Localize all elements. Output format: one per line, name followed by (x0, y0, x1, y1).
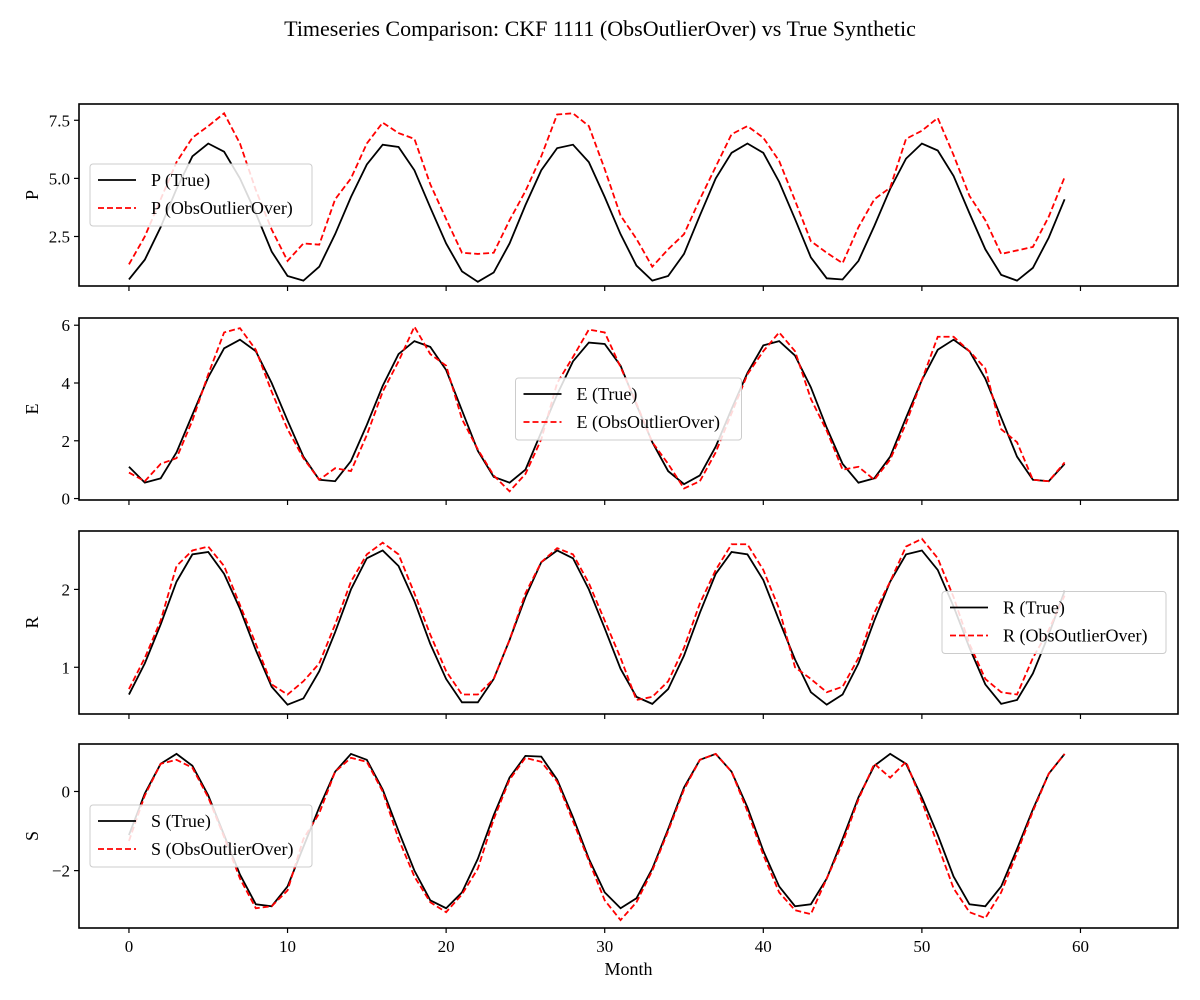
y-axis-label: P (22, 190, 42, 200)
y-tick-label: 4 (62, 374, 71, 393)
y-axis-label: R (22, 616, 42, 628)
x-tick-label: 0 (125, 937, 134, 956)
legend: R (True) R (ObsOutlierOver) (942, 592, 1166, 654)
y-axis-label: E (22, 404, 42, 415)
y-tick-label: 2 (62, 432, 71, 451)
y-axis-label: S (22, 831, 42, 841)
y-tick-label: 7.5 (49, 111, 70, 130)
legend: P (True) P (ObsOutlierOver) (90, 164, 312, 226)
legend-label: E (ObsOutlierOver) (577, 412, 720, 433)
legend-label: P (True) (151, 170, 210, 191)
y-tick-label: 1 (62, 658, 71, 677)
x-tick-label: 50 (913, 937, 930, 956)
legend-label: S (ObsOutlierOver) (151, 839, 293, 860)
panel-E: 0 2 4 6 E E (True) E (ObsOutlierOver) (22, 316, 1178, 508)
legend-label: P (ObsOutlierOver) (151, 198, 293, 219)
legend: E (True) E (ObsOutlierOver) (516, 378, 742, 440)
y-tick-label: 0 (62, 490, 71, 509)
legend-label: S (True) (151, 811, 211, 832)
y-tick-label: 2 (62, 580, 71, 599)
panel-R: 1 2 R R (True) R (ObsOutlierOver) (22, 531, 1178, 719)
x-tick-label: 10 (279, 937, 296, 956)
legend-label: R (True) (1003, 598, 1065, 619)
panel-P: 2.5 5.0 7.5 P P (True) P (ObsOutlierOver) (22, 104, 1178, 291)
panel-S: −2 0 0 10 20 30 40 50 60 S S (True) S (ObsOutlierOv… (22, 744, 1178, 956)
y-tick-label: 0 (62, 782, 71, 801)
x-tick-label: 40 (755, 937, 772, 956)
y-tick-label: 2.5 (49, 227, 70, 246)
y-tick-label: 5.0 (49, 169, 70, 188)
legend: S (True) S (ObsOutlierOver) (90, 805, 312, 867)
series-line-true-R (129, 550, 1065, 704)
y-tick-label: 6 (62, 316, 71, 335)
y-tick-label: −2 (52, 862, 70, 881)
x-tick-label: 30 (596, 937, 613, 956)
legend-label: R (ObsOutlierOver) (1003, 626, 1147, 647)
x-tick-label: 60 (1072, 937, 1089, 956)
series-line-obs-R (129, 539, 1065, 700)
legend-label: E (True) (577, 384, 638, 405)
chart-title: Timeseries Comparison: CKF 1111 (ObsOutl… (284, 16, 916, 41)
x-axis-label: Month (604, 959, 652, 979)
x-tick-label: 20 (438, 937, 455, 956)
